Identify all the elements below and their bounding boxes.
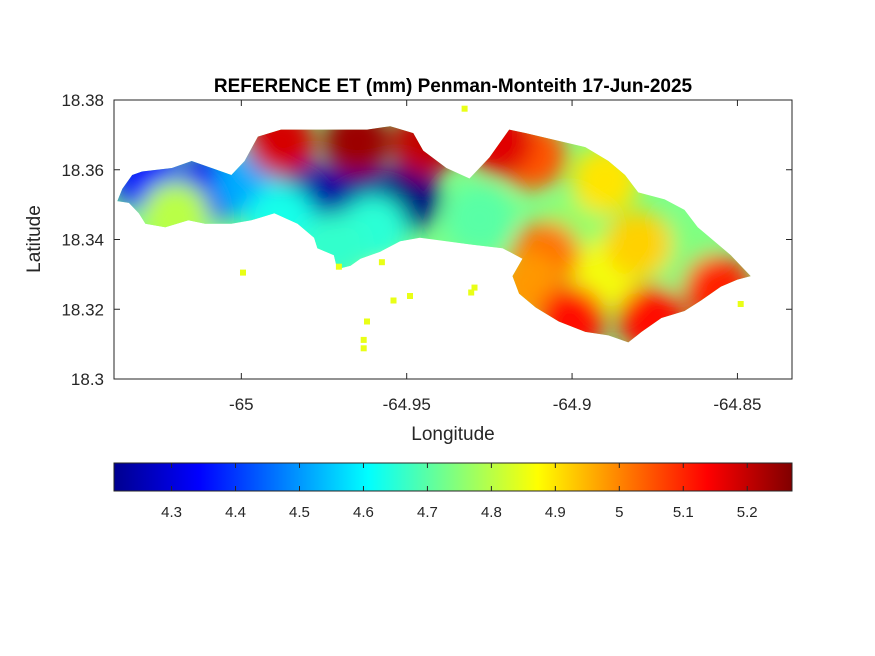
x-tick-label-2: -64.9 — [553, 395, 592, 414]
y-tick-label-4: 18.38 — [61, 91, 104, 110]
x-tick-label-1: -64.95 — [383, 395, 431, 414]
colorbar-gradient — [113, 462, 793, 492]
colorbar-tick-label-6: 4.9 — [545, 504, 566, 521]
y-tick-label-0: 18.3 — [71, 370, 104, 389]
colorbar-tick-label-7: 5 — [615, 504, 623, 521]
value-blob-19 — [323, 126, 392, 176]
y-axis-label: Latitude — [24, 205, 45, 273]
islet-2 — [364, 318, 370, 325]
islet-7 — [378, 259, 385, 266]
colorbar-tick-label-5: 4.8 — [481, 504, 502, 521]
y-tick-label-2: 18.34 — [61, 231, 104, 250]
colorbar-tick-label-0: 4.3 — [161, 504, 182, 521]
y-tick-label-3: 18.36 — [61, 161, 104, 180]
islet-5 — [471, 284, 478, 291]
colorbar-tick-label-2: 4.5 — [289, 504, 310, 521]
islet-11 — [461, 105, 468, 112]
x-tick-label-0: -65 — [229, 395, 254, 414]
colorbar: 4.3 4.4 4.5 4.6 4.7 4.8 4.9 5 5.1 5.2 — [113, 462, 793, 521]
colorbar-tick-label-4: 4.7 — [417, 504, 438, 521]
x-axis: -65 -64.95 -64.9 -64.85 — [229, 100, 762, 414]
islet-9 — [335, 263, 342, 270]
islet-3 — [360, 336, 367, 343]
islet-8 — [240, 269, 246, 276]
colorbar-tick-label-1: 4.4 — [225, 504, 246, 521]
chart-title: REFERENCE ET (mm) Penman-Monteith 17-Jun… — [214, 76, 693, 97]
colorbar-tick-label-3: 4.6 — [353, 504, 374, 521]
islets — [240, 105, 744, 352]
value-blob-13 — [604, 210, 673, 279]
colorbar-tick-label-8: 5.1 — [673, 504, 694, 521]
x-axis-label: Longitude — [411, 424, 494, 445]
value-blob-20 — [247, 126, 315, 176]
x-tick-label-3: -64.85 — [713, 395, 761, 414]
islet-4 — [360, 345, 367, 352]
y-tick-label-1: 18.32 — [61, 300, 104, 319]
colorbar-ticks: 4.3 4.4 4.5 4.6 4.7 4.8 4.9 5 5.1 5.2 — [161, 463, 758, 521]
islet-10 — [737, 301, 744, 307]
colorbar-tick-label-9: 5.2 — [737, 504, 758, 521]
y-axis: 18.3 18.32 18.34 18.36 18.38 — [61, 91, 792, 389]
islet-6 — [468, 289, 475, 296]
value-blob-8 — [445, 184, 514, 253]
islet-0 — [390, 297, 397, 304]
islet-1 — [407, 293, 413, 299]
